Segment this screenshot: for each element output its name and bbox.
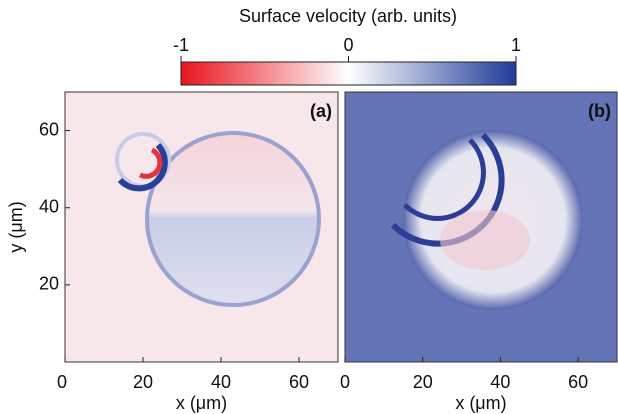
x-tick-label: 40 [490, 372, 510, 392]
frame [344, 91, 618, 363]
frame [64, 91, 339, 363]
colorbar-tick-label: -1 [173, 35, 189, 55]
y-axis-label: y (μm) [6, 201, 26, 252]
x-tick-label: 0 [57, 372, 67, 392]
colorbar [180, 61, 517, 86]
panel-label: (a) [310, 101, 332, 121]
ring [138, 147, 163, 179]
x-tick-label: 40 [211, 372, 231, 392]
x-tick-label: 20 [413, 372, 433, 392]
y-tick-label: 60 [39, 119, 59, 139]
colorbar-tick-label: 1 [511, 35, 521, 55]
y-tick-label: 20 [39, 274, 59, 294]
x-axis-label: x (μm) [455, 393, 506, 413]
x-tick-label: 0 [340, 372, 350, 392]
y-tick-label: 40 [39, 196, 59, 216]
colorbar-tick-label: 0 [343, 35, 353, 55]
x-tick-label: 20 [133, 372, 153, 392]
region [440, 210, 530, 270]
x-tick-label: 60 [568, 372, 588, 392]
x-axis-label: x (μm) [176, 393, 227, 413]
disc [145, 131, 321, 307]
ring [117, 142, 168, 192]
x-tick-label: 60 [289, 372, 309, 392]
ring [403, 138, 486, 221]
panel-label: (b) [588, 101, 611, 121]
colorbar-title: Surface velocity (arb. units) [239, 6, 457, 26]
